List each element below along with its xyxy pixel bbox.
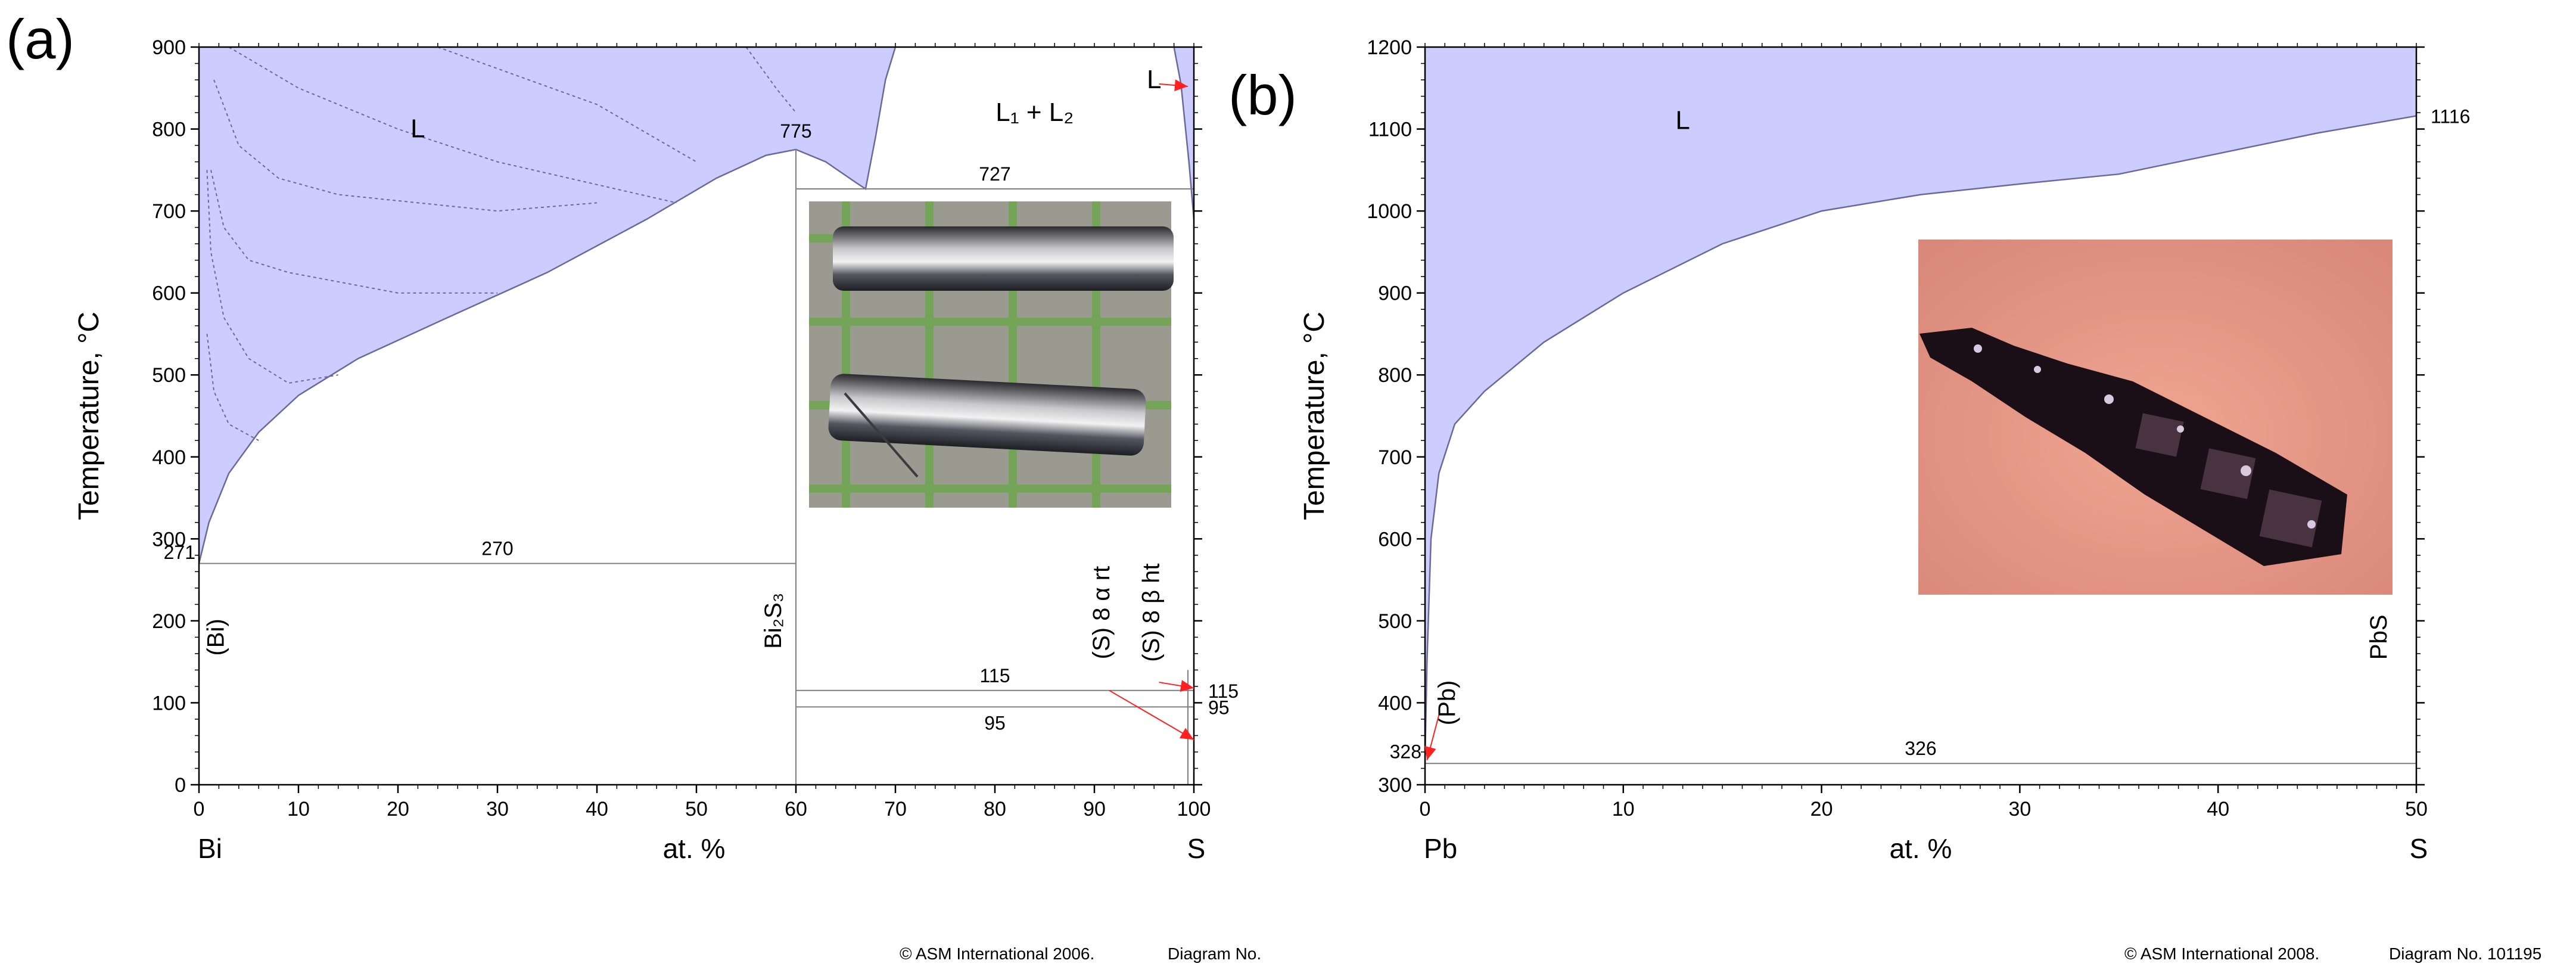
x-axis-title: at. % <box>1890 833 1952 864</box>
y-tick-label-200: 200 <box>152 610 186 633</box>
y-tick-label-300: 300 <box>152 528 186 551</box>
point-label-115: 115 <box>1208 680 1239 702</box>
x-tick-label-20: 20 <box>387 798 409 821</box>
isopleth-guide-1 <box>210 170 497 294</box>
arrow-s-alpha <box>1109 689 1194 741</box>
y-tick-label-400: 400 <box>152 446 186 469</box>
panel-a-copyright: © ASM International 2006. <box>900 944 1094 963</box>
panel-a-label: (a) <box>6 8 74 70</box>
x-tick-label-80: 80 <box>984 798 1006 821</box>
liquidus-curve <box>199 47 897 564</box>
phase-label: (S) 8 β ht <box>1138 563 1165 661</box>
y-tick-label-500: 500 <box>1378 610 1412 633</box>
y-tick-label-900: 900 <box>1378 282 1412 305</box>
x-tick-label-20: 20 <box>1810 798 1833 821</box>
arrow-s-liquid-head <box>1174 79 1188 92</box>
x-axis-title: at. % <box>663 833 726 864</box>
y-tick-label-700: 700 <box>152 200 186 223</box>
isopleth-guide-6 <box>745 47 797 113</box>
y-tick-label-800: 800 <box>1378 364 1412 387</box>
y-tick-label-300: 300 <box>1378 774 1412 797</box>
x-tick-label-70: 70 <box>884 798 907 821</box>
panel-b-photo-pbs-crystals <box>1918 240 2393 595</box>
phase-label: Bi₂S₃ <box>760 593 786 649</box>
panel-b-diagram-number: Diagram No. 101195 <box>2389 944 2541 963</box>
point-label-775: 775 <box>780 120 811 142</box>
x-tick-label-30: 30 <box>2008 798 2031 821</box>
y-tick-label-500: 500 <box>152 364 186 387</box>
y-tick-label-0: 0 <box>175 774 186 797</box>
x-tick-label-100: 100 <box>1177 798 1211 821</box>
x-tick-label-30: 30 <box>486 798 509 821</box>
point-label-1116: 1116 <box>2431 106 2470 128</box>
x-tick-label-0: 0 <box>194 798 205 821</box>
panel-a-diagram-number: Diagram No. <box>1168 944 1261 963</box>
isopleth-guide-2 <box>213 79 598 212</box>
arrow-s-alpha-head <box>1179 728 1194 740</box>
y-tick-label-400: 400 <box>1378 692 1412 714</box>
x-tick-label-0: 0 <box>1420 798 1431 821</box>
invariant-label-270: 270 <box>481 538 513 560</box>
phase-label: PbS <box>2366 615 2392 660</box>
y-tick-label-800: 800 <box>152 119 186 141</box>
panel-b-label: (b) <box>1228 64 1297 126</box>
x-right-element: S <box>2410 833 2428 864</box>
liquid-region <box>1425 47 2416 762</box>
phase-label: (S) 8 α rt <box>1088 566 1115 659</box>
panel-b-axes: 0 10 20 30 40 50 300 400 500 600 700 800 900 1000 1100… <box>1299 36 2428 864</box>
liquid-region-s-side <box>1174 47 1194 219</box>
x-tick-label-40: 40 <box>586 798 608 821</box>
phase-label: (Bi) <box>203 619 229 655</box>
invariant-label-115: 115 <box>979 665 1010 686</box>
arrow-s-beta-head <box>1180 680 1194 692</box>
region-label: L <box>1675 106 1690 135</box>
panel-b-phase-boundaries <box>1425 115 2416 764</box>
point-label-271: 271 <box>164 542 195 563</box>
isopleth-guide-0 <box>206 170 338 384</box>
x-tick-label-40: 40 <box>2207 798 2229 821</box>
y-axis-title: Temperature, °C <box>1299 312 1330 520</box>
y-tick-label-700: 700 <box>1378 446 1412 469</box>
y-tick-label-1000: 1000 <box>1367 200 1412 223</box>
liquidus-curve-s-side <box>1173 47 1194 220</box>
invariant-label-95: 95 <box>984 712 1006 734</box>
region-label: L₁ + L₂ <box>995 98 1074 127</box>
region-label: L <box>1147 65 1161 94</box>
y-tick-label-600: 600 <box>152 282 186 305</box>
y-tick-label-1100: 1100 <box>1368 119 1412 141</box>
y-axis-title: Temperature, °C <box>73 312 105 520</box>
y-tick-label-1200: 1200 <box>1367 36 1412 59</box>
y-tick-label-100: 100 <box>152 692 186 714</box>
y-tick-label-900: 900 <box>152 36 186 59</box>
liquidus-curve <box>1425 115 2416 762</box>
x-left-element: Bi <box>198 833 222 864</box>
x-tick-label-60: 60 <box>785 798 807 821</box>
panel-b-liquid-region <box>1425 47 2416 762</box>
x-left-element: Pb <box>1424 833 1457 864</box>
panel-a-phase-boundaries <box>199 47 1194 785</box>
point-label-328: 328 <box>1390 741 1421 762</box>
x-tick-label-10: 10 <box>1612 798 1635 821</box>
liquid-region-bi-side <box>199 47 895 564</box>
x-tick-label-50: 50 <box>2405 798 2428 821</box>
x-tick-label-10: 10 <box>287 798 310 821</box>
panel-a-axes: 0 10 20 30 40 50 60 70 80 90 100 0 100 200 300 400 500 60… <box>73 36 1211 864</box>
x-right-element: S <box>1187 833 1206 864</box>
region-label: L <box>410 114 425 143</box>
arrow-pb-head <box>1424 745 1436 760</box>
invariant-label-727: 727 <box>979 163 1010 185</box>
x-tick-label-90: 90 <box>1083 798 1106 821</box>
isopleth-guide-3 <box>228 47 677 204</box>
invariant-label-326: 326 <box>1905 738 1936 759</box>
x-tick-label-50: 50 <box>685 798 708 821</box>
panel-a-liquid-region <box>199 47 1194 564</box>
panel-a-photo-bi2s3-rods <box>809 201 1174 508</box>
panel-b-copyright: © ASM International 2008. <box>2124 944 2319 963</box>
isopleth-guide-5 <box>437 47 697 163</box>
y-tick-label-600: 600 <box>1378 528 1412 551</box>
point-label-95: 95 <box>1208 697 1230 718</box>
